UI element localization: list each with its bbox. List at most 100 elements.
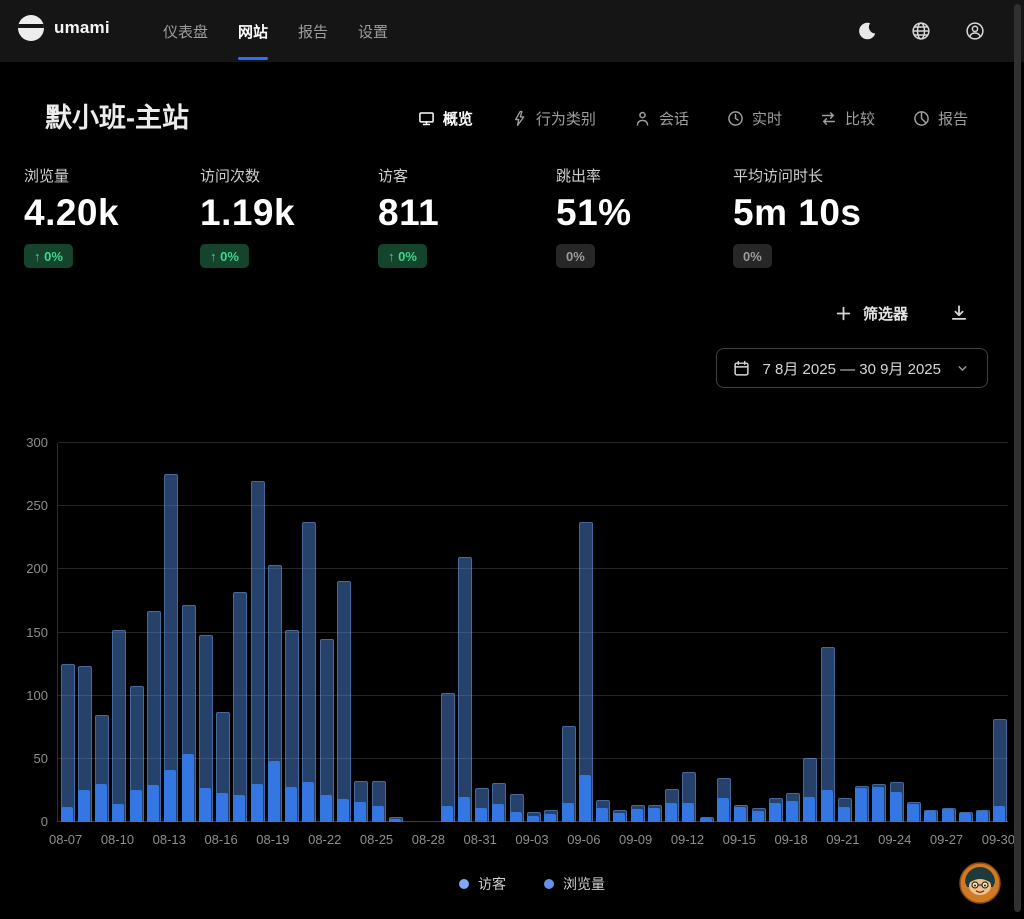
bar-visitors-09-27[interactable] <box>942 809 954 822</box>
bar-visitors-09-18[interactable] <box>786 801 798 822</box>
moon-button[interactable] <box>856 20 878 42</box>
bar-visitors-08-10[interactable] <box>112 804 124 822</box>
tab-4[interactable]: 比较 <box>820 108 875 129</box>
bar-visitors-09-06[interactable] <box>579 775 591 822</box>
bar-visitors-08-18[interactable] <box>251 784 263 822</box>
bar-visitors-09-04[interactable] <box>544 814 556 822</box>
bar-visitors-09-03[interactable] <box>527 816 539 822</box>
bar-visitors-08-11[interactable] <box>130 790 142 822</box>
bar-pageviews-08-29[interactable] <box>441 693 455 822</box>
x-tick-label: 08-16 <box>189 832 253 847</box>
legend-dot-icon <box>459 879 469 889</box>
bar-visitors-09-15[interactable] <box>734 807 746 822</box>
bar-pageviews-08-17[interactable] <box>233 592 247 822</box>
bar-visitors-09-09[interactable] <box>631 809 643 822</box>
bar-visitors-09-11[interactable] <box>665 803 677 822</box>
bar-visitors-09-19[interactable] <box>803 797 815 822</box>
bar-visitors-09-20[interactable] <box>821 790 833 822</box>
metric-change-badge: ↑ 0% <box>200 244 249 268</box>
bar-visitors-09-29[interactable] <box>976 811 988 822</box>
x-tick-label: 08-22 <box>293 832 357 847</box>
date-range-picker[interactable]: 7 8月 2025 — 30 9月 2025 <box>716 348 988 388</box>
legend-item-0[interactable]: 访客 <box>459 874 506 894</box>
bar-visitors-08-20[interactable] <box>285 787 297 822</box>
metrics-row: 浏览量4.20k↑ 0%访问次数1.19k↑ 0%访客811↑ 0%跳出率51%… <box>24 167 973 268</box>
download-button[interactable] <box>948 302 970 324</box>
x-tick-label: 08-19 <box>241 832 305 847</box>
bar-visitors-08-16[interactable] <box>216 793 228 822</box>
bar-visitors-08-30[interactable] <box>458 797 470 822</box>
bar-visitors-08-21[interactable] <box>302 782 314 822</box>
mascot-avatar[interactable] <box>958 861 1002 905</box>
bar-visitors-09-16[interactable] <box>752 811 764 822</box>
nav-item-3[interactable]: 设置 <box>343 0 403 62</box>
bar-pageviews-08-10[interactable] <box>112 630 126 822</box>
bar-visitors-08-31[interactable] <box>475 808 487 822</box>
tab-label: 报告 <box>938 108 968 129</box>
brand-home-link[interactable]: umami <box>18 15 110 41</box>
metric-value: 5m 10s <box>733 192 862 234</box>
bar-visitors-09-25[interactable] <box>907 804 919 822</box>
bar-visitors-08-19[interactable] <box>268 761 280 822</box>
bar-visitors-08-08[interactable] <box>78 790 90 822</box>
bar-pageviews-08-30[interactable] <box>458 557 472 822</box>
bar-visitors-09-23[interactable] <box>872 787 884 822</box>
bar-pageviews-08-18[interactable] <box>251 481 265 822</box>
bar-visitors-08-24[interactable] <box>354 802 366 822</box>
tab-3[interactable]: 实时 <box>727 108 782 129</box>
metric-value: 4.20k <box>24 192 119 234</box>
bar-visitors-09-28[interactable] <box>959 813 971 822</box>
bar-visitors-08-13[interactable] <box>164 770 176 822</box>
tab-label: 实时 <box>752 108 782 129</box>
bar-visitors-08-25[interactable] <box>372 806 384 822</box>
nav-item-2[interactable]: 报告 <box>283 0 343 62</box>
scrollbar-thumb[interactable] <box>1014 4 1021 912</box>
bar-visitors-09-21[interactable] <box>838 807 850 822</box>
bar-visitors-09-17[interactable] <box>769 803 781 822</box>
bar-visitors-09-14[interactable] <box>717 798 729 822</box>
bar-visitors-09-30[interactable] <box>993 806 1005 822</box>
download-icon <box>948 302 970 324</box>
bar-visitors-08-23[interactable] <box>337 799 349 822</box>
metric-change-badge: ↑ 0% <box>378 244 427 268</box>
bar-visitors-08-09[interactable] <box>95 784 107 822</box>
view-tabs: 概览 行为类别 会话 实时 比较 报告 <box>418 108 968 129</box>
bar-visitors-09-05[interactable] <box>562 803 574 822</box>
bar-visitors-09-13[interactable] <box>700 818 712 822</box>
metric-label: 平均访问时长 <box>733 167 823 187</box>
bar-visitors-09-01[interactable] <box>492 804 504 822</box>
bar-visitors-08-22[interactable] <box>320 795 332 822</box>
tab-1[interactable]: 行为类别 <box>511 108 596 129</box>
bar-visitors-08-14[interactable] <box>182 754 194 822</box>
bar-pageviews-08-21[interactable] <box>302 522 316 822</box>
pageviews-chart: 050100150200250300 08-0708-1008-1308-160… <box>0 0 1024 919</box>
add-filter-button[interactable]: 筛选器 <box>833 302 908 324</box>
bar-visitors-08-12[interactable] <box>147 785 159 822</box>
bar-pageviews-08-07[interactable] <box>61 664 75 822</box>
bar-visitors-09-10[interactable] <box>648 808 660 822</box>
tab-5[interactable]: 报告 <box>913 108 968 129</box>
tab-0[interactable]: 概览 <box>418 108 473 129</box>
bar-visitors-09-22[interactable] <box>855 788 867 822</box>
metric-value: 1.19k <box>200 192 295 234</box>
bar-visitors-09-02[interactable] <box>510 812 522 822</box>
nav-item-0[interactable]: 仪表盘 <box>148 0 223 62</box>
profile-button[interactable] <box>964 20 986 42</box>
tab-label: 比较 <box>845 108 875 129</box>
bar-visitors-08-15[interactable] <box>199 788 211 822</box>
x-tick-label: 09-18 <box>759 832 823 847</box>
bar-visitors-08-26[interactable] <box>389 819 401 822</box>
bar-visitors-09-07[interactable] <box>596 808 608 822</box>
bar-visitors-09-08[interactable] <box>613 813 625 822</box>
bar-pageviews-08-23[interactable] <box>337 581 351 822</box>
bar-visitors-08-29[interactable] <box>441 806 453 822</box>
globe-button[interactable] <box>910 20 932 42</box>
nav-item-1[interactable]: 网站 <box>223 0 283 62</box>
bar-visitors-08-07[interactable] <box>61 807 73 822</box>
bar-visitors-09-24[interactable] <box>890 792 902 822</box>
tab-2[interactable]: 会话 <box>634 108 689 129</box>
bar-visitors-09-26[interactable] <box>924 811 936 822</box>
bar-visitors-09-12[interactable] <box>682 803 694 822</box>
bar-visitors-08-17[interactable] <box>233 795 245 822</box>
legend-item-1[interactable]: 浏览量 <box>544 874 605 894</box>
